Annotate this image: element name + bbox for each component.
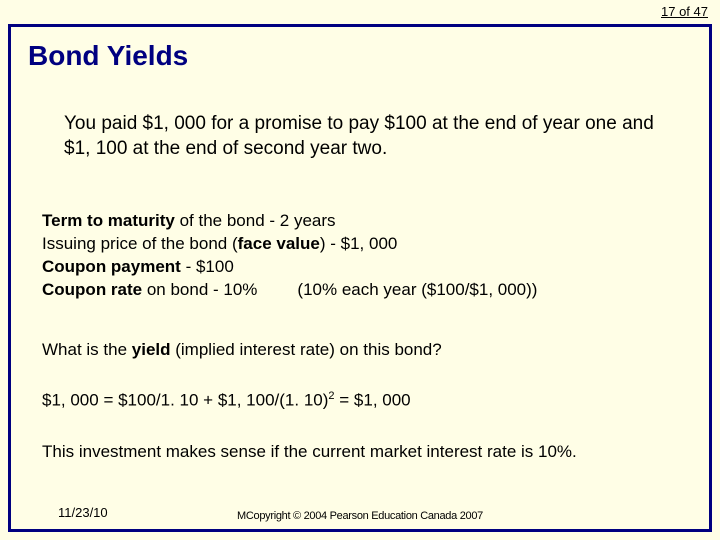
question-text: What is the yield (implied interest rate…	[42, 340, 442, 360]
def-facevalue: Issuing price of the bond (face value) -…	[42, 233, 680, 256]
def-fv-c: ) - $1, 000	[320, 234, 398, 253]
eq-b: = $1, 000	[335, 391, 411, 410]
q-a: What is the	[42, 340, 132, 359]
def-fv-b: face value	[238, 234, 320, 253]
def-cp-label: Coupon payment	[42, 257, 181, 276]
equation-text: $1, 000 = $100/1. 10 + $1, 100/(1. 10)2 …	[42, 390, 411, 411]
q-yield: yield	[132, 340, 171, 359]
eq-a: $1, 000 = $100/1. 10 + $1, 100/(1. 10)	[42, 391, 328, 410]
def-cr-expl: (10% each year ($100/$1, 000))	[297, 280, 537, 299]
def-cr-val: on bond - 10%	[142, 280, 257, 299]
def-term-label: Term to maturity	[42, 211, 175, 230]
slide-title: Bond Yields	[28, 40, 188, 72]
definitions-block: Term to maturity of the bond - 2 years I…	[42, 210, 680, 302]
def-coupon-rate: Coupon rate on bond - 10% (10% each year …	[42, 279, 680, 302]
footer-copyright: MCopyright © 2004 Pearson Education Cana…	[0, 510, 720, 522]
def-coupon-payment: Coupon payment - $100	[42, 256, 680, 279]
conclusion-text: This investment makes sense if the curre…	[42, 442, 700, 462]
page-counter: 17 of 47	[661, 4, 708, 19]
intro-text: You paid $1, 000 for a promise to pay $1…	[64, 112, 670, 161]
def-fv-a: Issuing price of the bond (	[42, 234, 238, 253]
def-term-val: of the bond - 2 years	[175, 211, 336, 230]
def-cr-label: Coupon rate	[42, 280, 142, 299]
def-term: Term to maturity of the bond - 2 years	[42, 210, 680, 233]
def-cp-val: - $100	[181, 257, 234, 276]
q-c: (implied interest rate) on this bond?	[171, 340, 442, 359]
